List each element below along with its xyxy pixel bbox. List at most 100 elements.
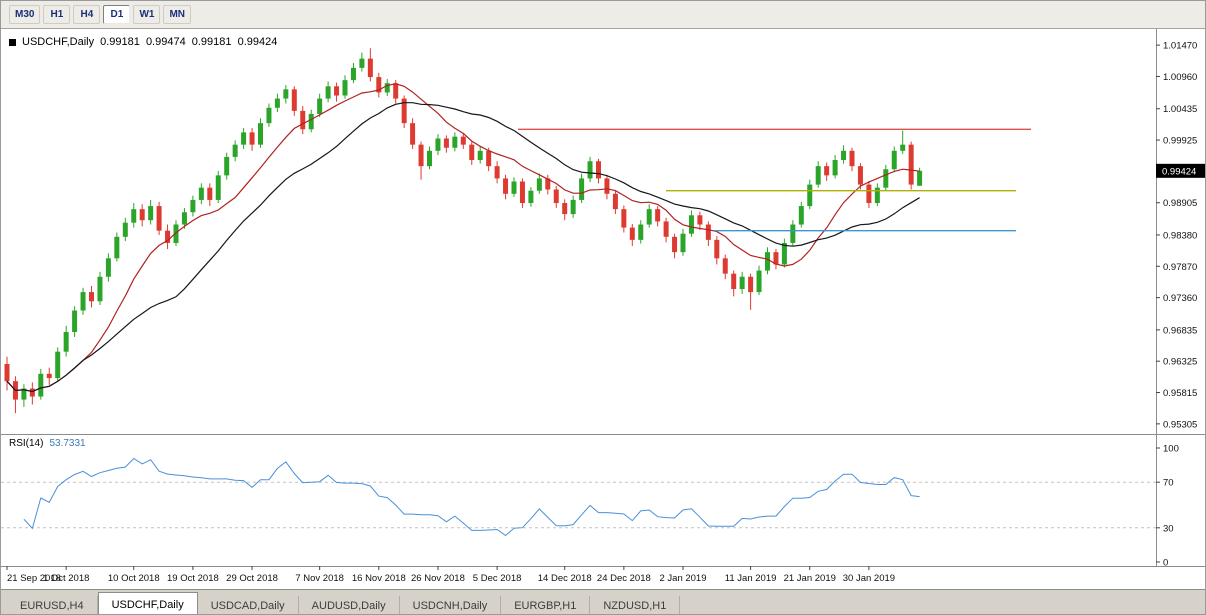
candle-body <box>562 203 568 215</box>
candle-body <box>612 193 618 210</box>
chart-tab-usdcnh-daily[interactable]: USDCNH,Daily <box>399 596 502 614</box>
date-tick-label: 24 Dec 2018 <box>597 573 651 584</box>
candle-body <box>663 221 669 237</box>
candle-body <box>849 150 855 167</box>
chart-tab-bar: EURUSD,H4 USDCHF,Daily USDCAD,Daily AUDUSD,… <box>1 589 1205 614</box>
chart-tab-audusd-daily[interactable]: AUDUSD,Daily <box>298 596 400 614</box>
candle-body <box>232 144 238 157</box>
candle-body <box>824 166 830 176</box>
candle-body <box>697 215 703 225</box>
candle-body <box>384 83 390 93</box>
chart-tab-usdchf-daily: USDCHF,Daily <box>97 592 198 614</box>
candle-body <box>165 230 171 243</box>
candle-body <box>190 199 196 213</box>
candle-body <box>452 136 458 148</box>
date-tick-label: 19 Oct 2018 <box>167 573 219 584</box>
price-tick-label: 0.95305 <box>1163 419 1197 430</box>
candle-body <box>841 150 847 161</box>
rsi-tick-label: 30 <box>1163 523 1174 534</box>
rsi-line <box>23 457 920 537</box>
candle-body <box>570 199 576 215</box>
candle-body <box>224 156 230 176</box>
candle-body <box>342 80 348 96</box>
candle-body <box>317 98 323 114</box>
candle-body <box>815 166 821 185</box>
candle-body <box>604 178 610 194</box>
chart-tab-eurusd-h4[interactable]: EURUSD,H4 <box>7 596 98 614</box>
price-axis[interactable]: 1.01470 1.00960 1.00435 0.99925 0.98905 0.983… <box>1156 41 1197 431</box>
candle-body <box>300 110 306 130</box>
timeframe-button-d1[interactable]: D1 <box>103 5 131 24</box>
hline-layer[interactable] <box>518 128 1031 232</box>
date-tick-label: 14 Dec 2018 <box>538 573 592 584</box>
candle-body <box>511 181 517 194</box>
candle-body <box>4 363 10 382</box>
bullet-icon <box>9 38 16 46</box>
price-tick-label: 1.00960 <box>1163 72 1197 83</box>
candle-body <box>350 67 356 81</box>
candle-body <box>97 276 103 302</box>
timeframe-button-h1[interactable]: H1 <box>43 5 71 24</box>
candle-body <box>367 58 373 78</box>
candle-body <box>122 222 128 237</box>
rsi-value: 53.7331 <box>49 438 86 449</box>
candle-body <box>714 239 720 259</box>
date-tick-label: 21 Jan 2019 <box>784 573 836 584</box>
candle-body <box>536 178 542 191</box>
chart-tab-usdcad-daily[interactable]: USDCAD,Daily <box>197 596 299 614</box>
candle-body <box>756 270 762 293</box>
candle-body <box>114 236 120 259</box>
timeframe-button-mn[interactable]: MN <box>163 5 192 24</box>
candle-body <box>638 224 644 240</box>
candle-body <box>857 166 863 185</box>
candle-body <box>765 252 770 271</box>
chart-title: USDCHF,Daily 0.99181 0.99474 0.99181 0.9… <box>9 36 277 48</box>
candle-body <box>249 132 255 145</box>
candle-body <box>131 209 137 223</box>
price-tick-label: 0.98905 <box>1163 198 1197 209</box>
candle-body <box>545 178 551 190</box>
timeframe-button-m30[interactable]: M30 <box>9 5 41 24</box>
ma-line-21 <box>6 102 920 393</box>
candle-body <box>460 136 466 145</box>
price-tick-label: 0.96325 <box>1163 357 1197 368</box>
rsi-name: RSI(14) <box>9 438 44 449</box>
timeframe-toolbar: M30 H1 H4 D1 W1 MN <box>1 1 1205 29</box>
rsi-indicator-label: RSI(14) 53.7331 <box>9 438 86 449</box>
candle-body <box>866 184 872 204</box>
candle-body <box>334 86 340 96</box>
candle-body <box>291 89 297 111</box>
candle-body <box>477 150 483 161</box>
timeframe-button-w1[interactable]: W1 <box>133 5 161 24</box>
candle-body <box>80 292 86 311</box>
price-tick-label: 1.01470 <box>1163 41 1197 52</box>
candle-body <box>393 83 399 99</box>
chart-tab-nzdusd-h1[interactable]: NZDUSD,H1 <box>590 596 681 614</box>
price-tick-label: 0.96835 <box>1163 325 1197 336</box>
current-price-tag: 0.99424 <box>1156 163 1205 178</box>
timeframe-button-h4[interactable]: H4 <box>73 5 101 24</box>
candle-body <box>410 123 416 145</box>
candle-body <box>148 206 154 221</box>
candle-body <box>435 138 441 151</box>
date-tick-label: 10 Oct 2018 <box>108 573 160 584</box>
candle-body <box>401 98 407 124</box>
candle-body <box>21 388 27 400</box>
candle-body <box>621 209 627 228</box>
candle-body <box>629 227 635 240</box>
candle-body <box>215 175 221 200</box>
candle-body <box>266 107 272 124</box>
candle-body <box>325 86 331 99</box>
chart-region[interactable]: 1.01470 1.00960 1.00435 0.99925 0.98905 0.983… <box>1 29 1206 589</box>
date-tick-label: 5 Dec 2018 <box>473 573 522 584</box>
candle-body <box>207 187 213 200</box>
price-tick-label: 1.00435 <box>1163 104 1197 115</box>
rsi-tick-label: 100 <box>1163 444 1179 455</box>
price-chart-canvas[interactable]: 1.01470 1.00960 1.00435 0.99925 0.98905 0.983… <box>1 29 1206 589</box>
candle-body <box>308 113 314 130</box>
candle-body <box>359 58 365 68</box>
candle-body <box>739 276 745 290</box>
chart-tab-eurgbp-h1[interactable]: EURGBP,H1 <box>501 596 591 614</box>
